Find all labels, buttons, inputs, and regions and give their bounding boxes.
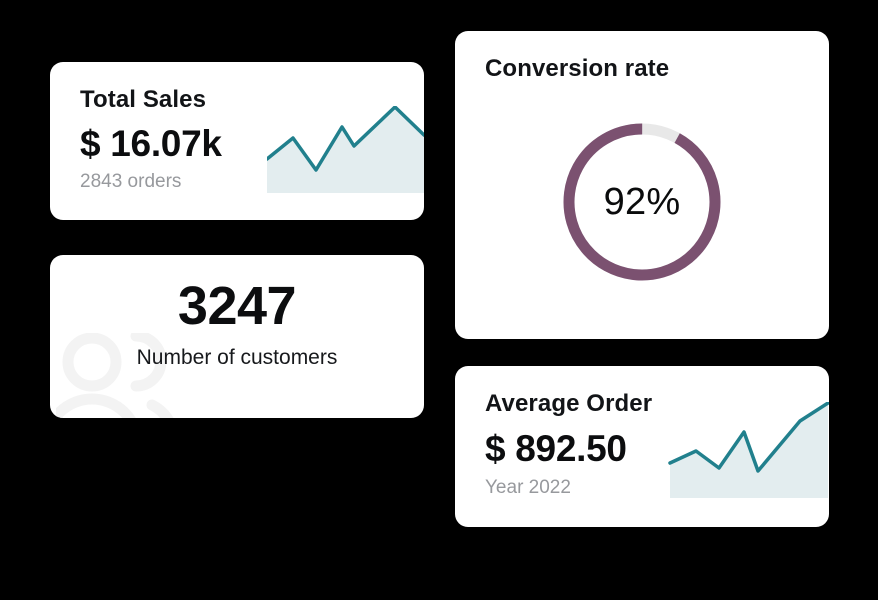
- total-sales-card: Total Sales $ 16.07k 2843 orders: [50, 62, 424, 220]
- total-sales-subtitle: 2843 orders: [80, 171, 182, 192]
- average-order-value: $ 892.50: [485, 428, 627, 469]
- conversion-rate-value: 92%: [603, 180, 681, 223]
- conversion-rate-title: Conversion rate: [485, 55, 670, 82]
- total-sales-title: Total Sales: [80, 86, 207, 113]
- customers-value: 3247: [177, 276, 297, 336]
- total-sales-value: $ 16.07k: [80, 123, 222, 164]
- sparkline-area: [267, 107, 424, 193]
- avg-order-sparkline: [668, 402, 829, 498]
- sparkline-line: [668, 402, 829, 473]
- sparkline-line: [267, 106, 424, 172]
- average-order-card: Average Order $ 892.50 Year 2022: [455, 366, 829, 527]
- conversion-ring-progress: [563, 123, 721, 281]
- total-sales-sparkline: [267, 106, 424, 193]
- average-order-subtitle: Year 2022: [485, 477, 571, 498]
- average-order-title: Average Order: [485, 390, 653, 417]
- customers-card: 3247 Number of customers: [50, 255, 424, 418]
- conversion-rate-card: Conversion rate 92%: [455, 31, 829, 339]
- users-icon: [56, 333, 174, 418]
- customers-label: Number of customers: [136, 346, 338, 369]
- conversion-ring: [563, 123, 721, 281]
